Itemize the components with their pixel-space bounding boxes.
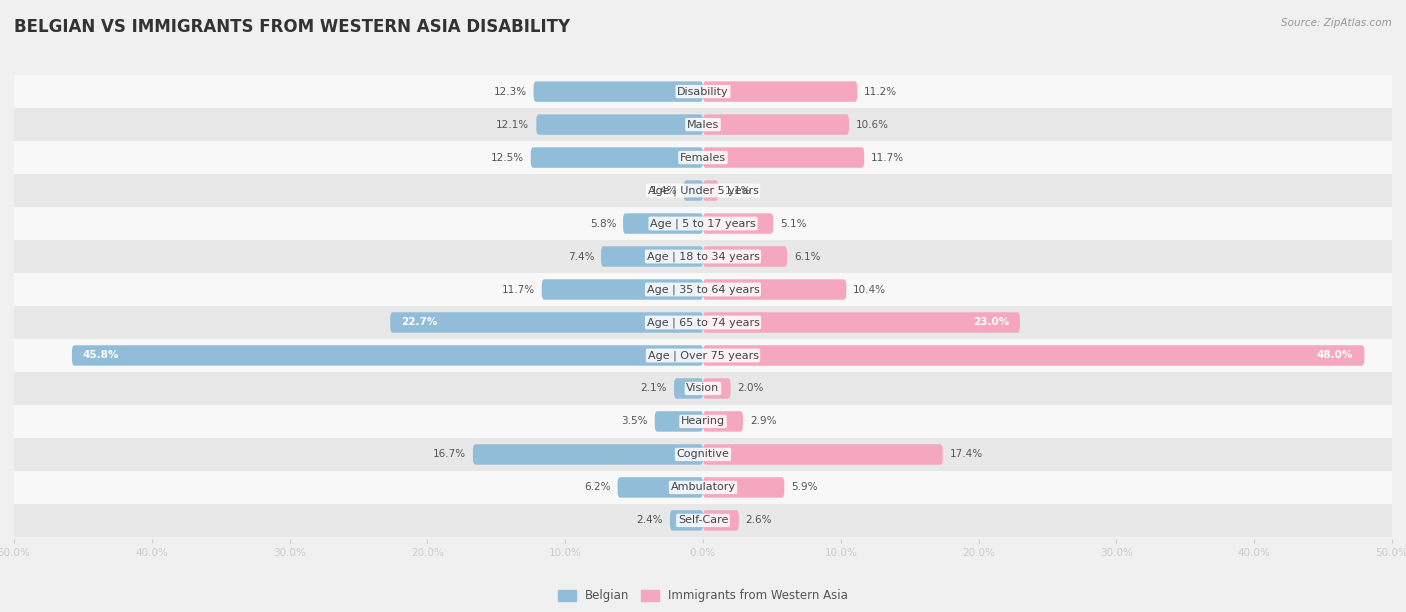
Bar (14, 108, 1392, 141)
Text: Age | 35 to 64 years: Age | 35 to 64 years (647, 284, 759, 295)
FancyBboxPatch shape (703, 81, 858, 102)
Text: 48.0%: 48.0% (1317, 351, 1354, 360)
Text: Source: ZipAtlas.com: Source: ZipAtlas.com (1281, 18, 1392, 28)
Text: 2.0%: 2.0% (738, 384, 763, 394)
Text: Hearing: Hearing (681, 416, 725, 427)
Text: 5.1%: 5.1% (780, 218, 807, 228)
FancyBboxPatch shape (541, 279, 703, 300)
Text: 1.1%: 1.1% (725, 185, 752, 196)
Text: 23.0%: 23.0% (973, 318, 1010, 327)
FancyBboxPatch shape (703, 477, 785, 498)
FancyBboxPatch shape (623, 214, 703, 234)
Bar (14, 141, 1392, 174)
Text: 12.5%: 12.5% (491, 152, 524, 163)
FancyBboxPatch shape (703, 147, 865, 168)
Text: 11.7%: 11.7% (502, 285, 534, 294)
Text: Females: Females (681, 152, 725, 163)
Text: Age | 18 to 34 years: Age | 18 to 34 years (647, 252, 759, 262)
Legend: Belgian, Immigrants from Western Asia: Belgian, Immigrants from Western Asia (553, 584, 853, 607)
FancyBboxPatch shape (703, 345, 1364, 366)
Bar (14, 240, 1392, 273)
Text: Vision: Vision (686, 384, 720, 394)
FancyBboxPatch shape (703, 312, 1019, 333)
FancyBboxPatch shape (72, 345, 703, 366)
Bar (14, 438, 1392, 471)
Text: BELGIAN VS IMMIGRANTS FROM WESTERN ASIA DISABILITY: BELGIAN VS IMMIGRANTS FROM WESTERN ASIA … (14, 18, 571, 36)
FancyBboxPatch shape (617, 477, 703, 498)
Bar (14, 273, 1392, 306)
FancyBboxPatch shape (600, 246, 703, 267)
FancyBboxPatch shape (472, 444, 703, 465)
FancyBboxPatch shape (703, 214, 773, 234)
FancyBboxPatch shape (703, 411, 742, 431)
Text: Age | 65 to 74 years: Age | 65 to 74 years (647, 317, 759, 328)
Text: Age | Under 5 years: Age | Under 5 years (648, 185, 758, 196)
FancyBboxPatch shape (703, 510, 738, 531)
FancyBboxPatch shape (703, 378, 731, 398)
Bar (14, 504, 1392, 537)
Bar (14, 471, 1392, 504)
FancyBboxPatch shape (703, 444, 943, 465)
Text: Disability: Disability (678, 86, 728, 97)
Bar (14, 306, 1392, 339)
Text: 10.4%: 10.4% (853, 285, 886, 294)
Text: 1.4%: 1.4% (651, 185, 676, 196)
FancyBboxPatch shape (703, 279, 846, 300)
Text: 11.7%: 11.7% (872, 152, 904, 163)
Bar (14, 405, 1392, 438)
Text: Age | Over 75 years: Age | Over 75 years (648, 350, 758, 360)
Bar (14, 372, 1392, 405)
Text: Age | 5 to 17 years: Age | 5 to 17 years (650, 218, 756, 229)
Text: 12.1%: 12.1% (496, 119, 530, 130)
Text: Ambulatory: Ambulatory (671, 482, 735, 493)
Text: 2.9%: 2.9% (749, 416, 776, 427)
Bar (14, 174, 1392, 207)
FancyBboxPatch shape (391, 312, 703, 333)
Text: 12.3%: 12.3% (494, 86, 527, 97)
Text: 16.7%: 16.7% (433, 449, 465, 460)
Bar (14, 339, 1392, 372)
FancyBboxPatch shape (531, 147, 703, 168)
Text: 5.8%: 5.8% (589, 218, 616, 228)
Text: 22.7%: 22.7% (401, 318, 437, 327)
FancyBboxPatch shape (673, 378, 703, 398)
Text: 6.1%: 6.1% (794, 252, 821, 261)
Text: Males: Males (688, 119, 718, 130)
Text: 5.9%: 5.9% (792, 482, 818, 493)
Text: 6.2%: 6.2% (583, 482, 610, 493)
FancyBboxPatch shape (703, 114, 849, 135)
FancyBboxPatch shape (669, 510, 703, 531)
FancyBboxPatch shape (536, 114, 703, 135)
Text: 2.4%: 2.4% (637, 515, 664, 526)
Text: 10.6%: 10.6% (856, 119, 889, 130)
Text: 2.6%: 2.6% (745, 515, 772, 526)
Text: 3.5%: 3.5% (621, 416, 648, 427)
Text: 11.2%: 11.2% (865, 86, 897, 97)
Text: 17.4%: 17.4% (949, 449, 983, 460)
Text: 2.1%: 2.1% (641, 384, 668, 394)
Text: Cognitive: Cognitive (676, 449, 730, 460)
FancyBboxPatch shape (683, 181, 703, 201)
FancyBboxPatch shape (703, 246, 787, 267)
Bar (14, 207, 1392, 240)
FancyBboxPatch shape (533, 81, 703, 102)
Text: 7.4%: 7.4% (568, 252, 595, 261)
FancyBboxPatch shape (703, 181, 718, 201)
Text: Self-Care: Self-Care (678, 515, 728, 526)
Bar (14, 75, 1392, 108)
FancyBboxPatch shape (655, 411, 703, 431)
Text: 45.8%: 45.8% (83, 351, 120, 360)
